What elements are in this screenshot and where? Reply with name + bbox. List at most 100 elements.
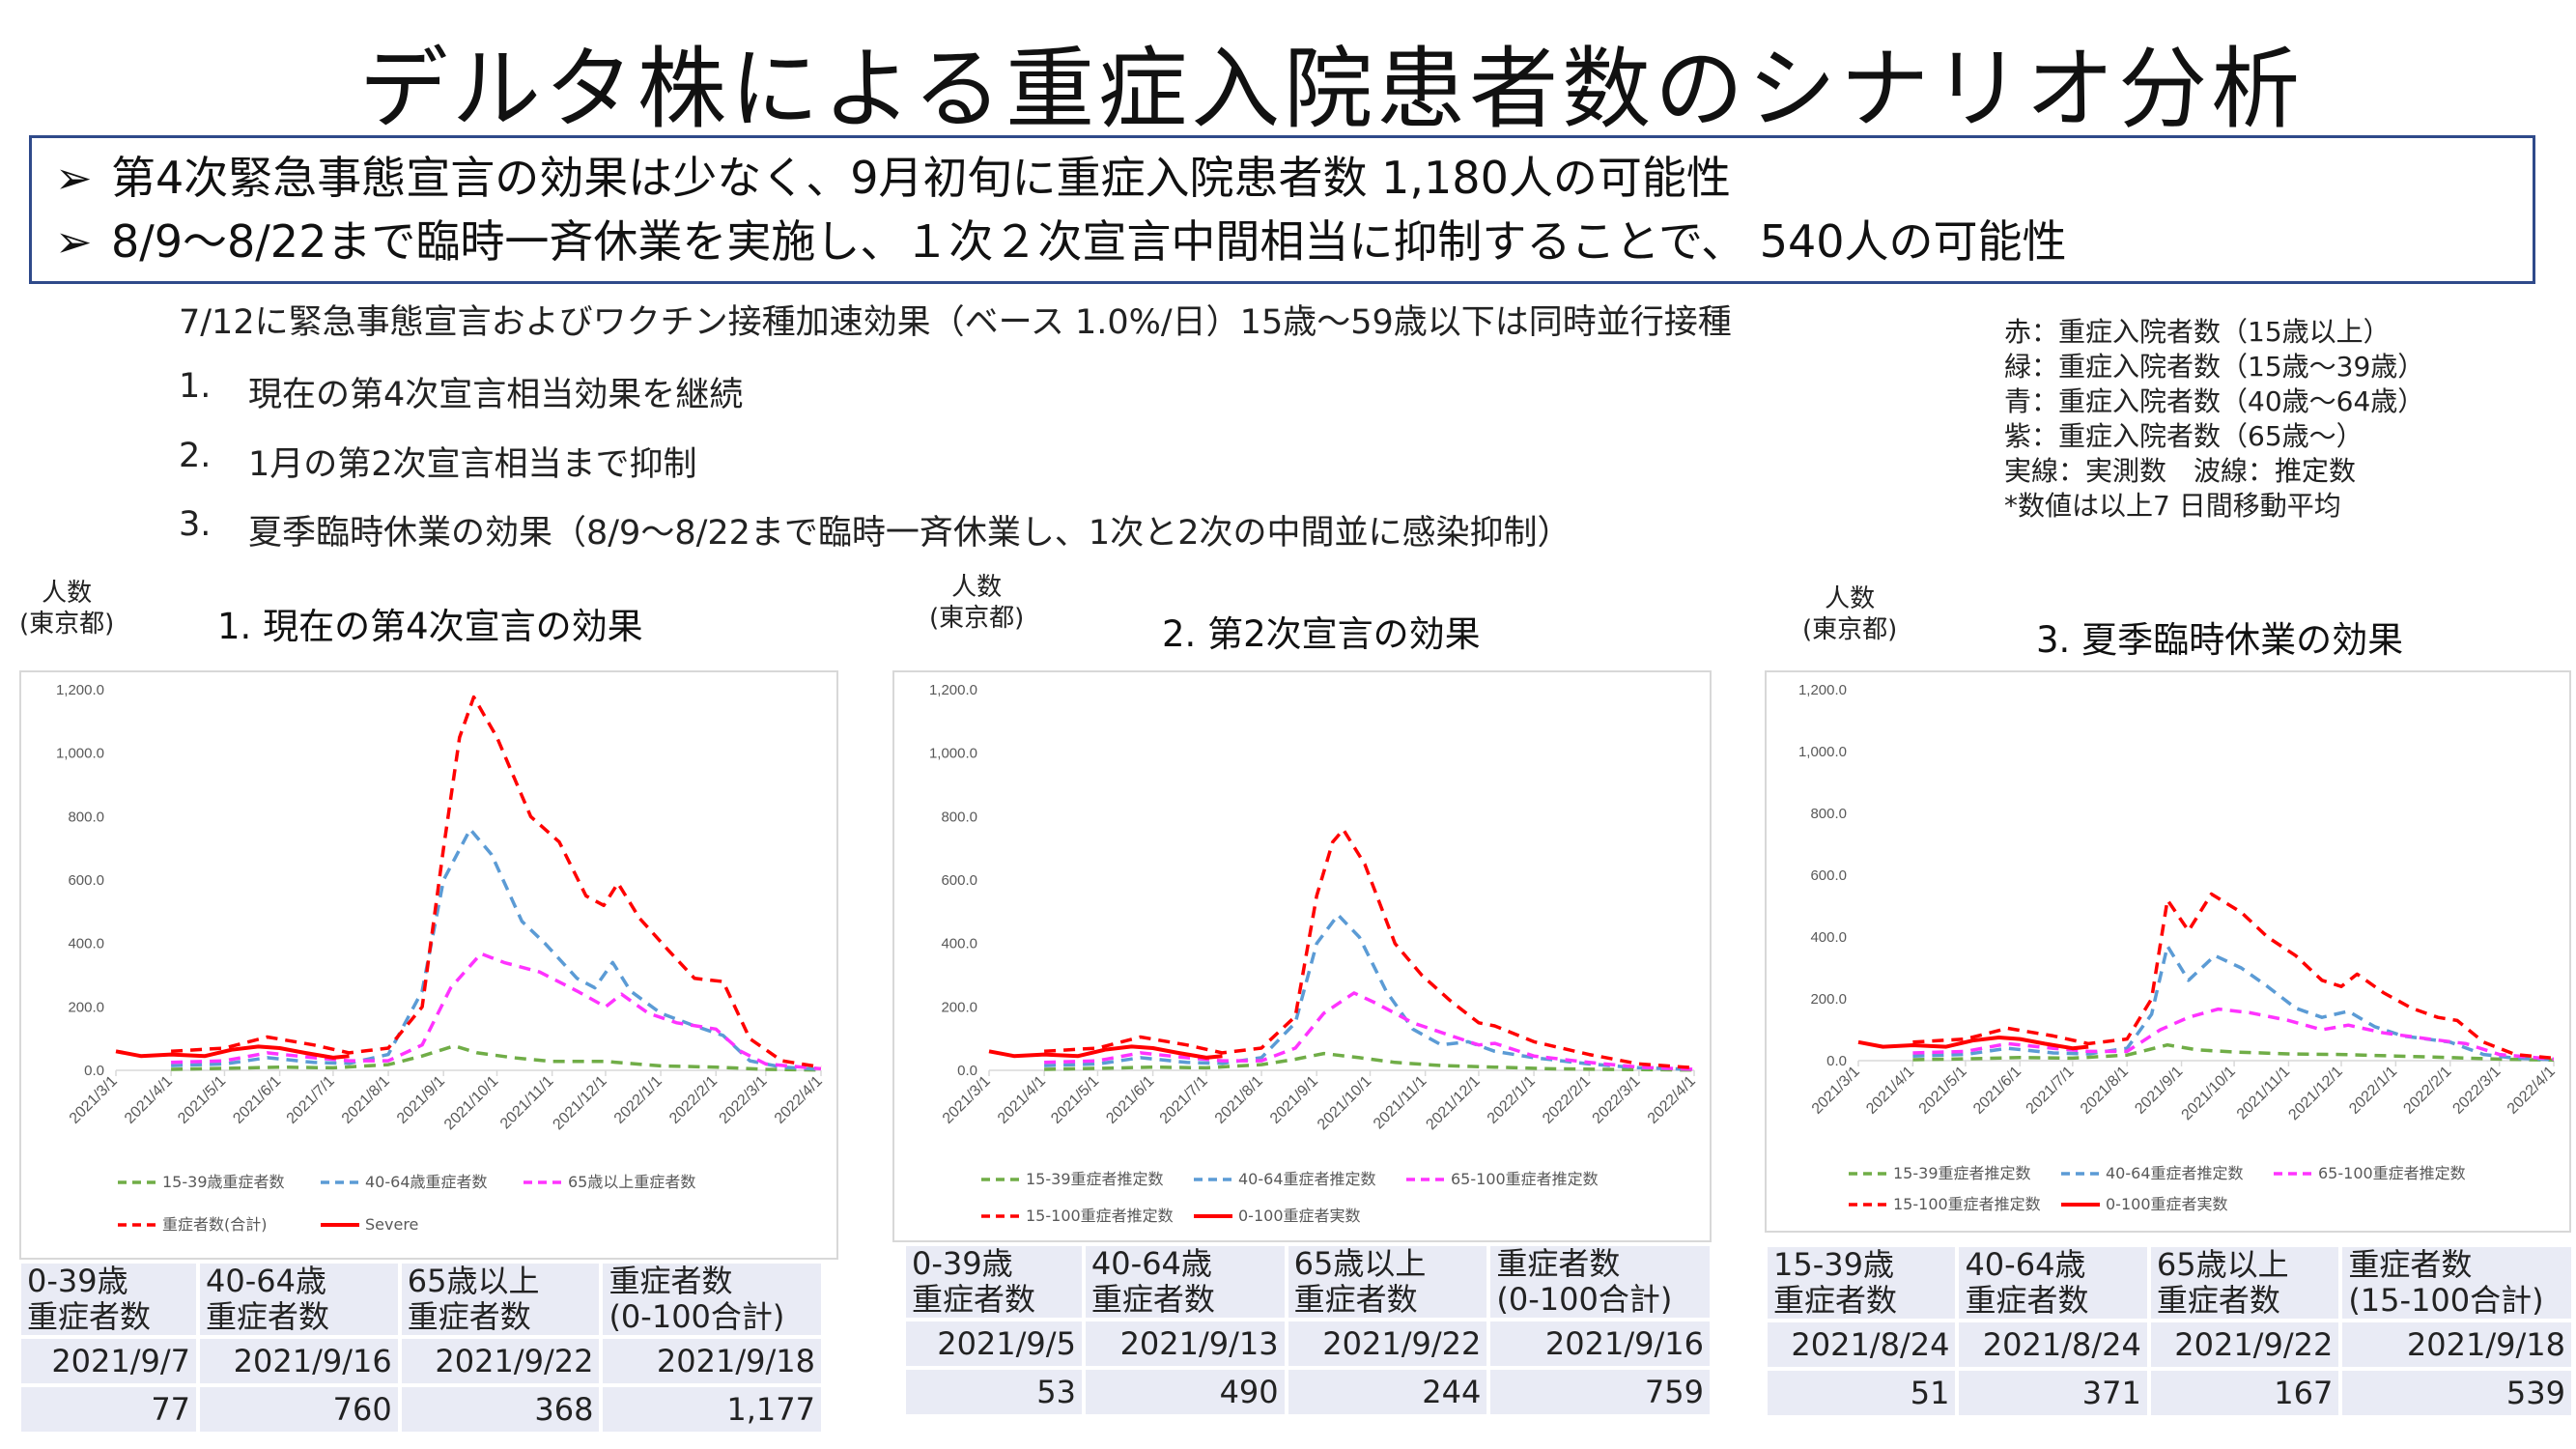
y-tick-label: 600.0 [1810,867,1847,884]
y-axis-label-line: (東京都) [19,610,115,639]
y-tick-label: 600.0 [941,872,977,889]
y-tick-label: 400.0 [68,936,104,952]
x-tick-label: 2021/3/1 [940,1073,994,1127]
series-line [1912,1042,2555,1063]
legend-note-line: 紫：重症入院者数（65歳～） [2004,420,2364,452]
table-header: 重症者数 (15-100合計) [2342,1247,2571,1319]
table-cell-date: 2021/9/16 [200,1339,398,1383]
legend-entry: 15-39歳重症者数 [162,1173,285,1191]
x-tick-label: 2022/3/1 [2449,1064,2504,1118]
x-tick-label: 2022/2/1 [666,1073,721,1127]
legend-entry: 0-100重症者実数 [2106,1195,2228,1213]
series-line [1857,1036,2089,1051]
x-tick-label: 2021/3/1 [67,1073,121,1127]
x-tick-label: 2021/12/1 [1423,1073,1483,1133]
legend-note-line: *数値は以上7 日間移動平均 [2004,490,2341,522]
line-chart: 0.0 200.0 400.0 600.0 800.0 1,000.0 1,200.0 202… [56,682,826,1234]
scenario-intro: 7/12に緊急事態宣言およびワクチン接種加速効果（ベース 1.0%/日）15歳～… [179,303,1732,342]
legend-note-line: 赤：重症入院者数（15歳以上） [2004,316,2391,348]
series-line [171,1043,822,1072]
table-cell-date: 2021/9/18 [603,1339,821,1383]
x-tick-label: 2021/8/1 [1212,1073,1266,1127]
y-tick-label: 800.0 [941,809,977,825]
table-cell-value: 759 [1490,1370,1710,1414]
summary-bullet-2: ➢ 8/9～8/22まで臨時一斉休業を実施し、１次２次宣言中間相当に抑制することで… [55,210,2533,273]
table-cell-date: 2021/8/24 [1959,1322,2147,1367]
summary-bullet-1: ➢ 第4次緊急事態宣言の効果は少なく、9月初旬に重症入院患者数 1,180人の可能… [55,146,2533,210]
y-tick-label: 800.0 [68,809,104,825]
y-tick-label: 1,200.0 [1798,682,1847,698]
summary-bullet-text: 8/9～8/22まで臨時一斉休業を実施し、１次２次宣言中間相当に抑制することで、… [111,215,2067,268]
x-tick-label: 2022/4/1 [772,1073,826,1127]
x-tick-label: 2022/4/1 [2505,1064,2559,1118]
series-line [171,827,822,1071]
table-cell-date: 2021/8/24 [1768,1322,1956,1367]
line-chart: 0.0 200.0 400.0 600.0 800.0 1,000.0 1,200.0 202… [1798,682,2559,1213]
series-line [170,695,822,1069]
arrow-bullet-icon: ➢ [55,152,93,204]
series-line [1912,1007,2555,1062]
x-tick-label: 2021/3/1 [1809,1064,1863,1118]
y-axis-label-line: (東京都) [1802,615,1898,644]
table-header: 15-39歳 重症者数 [1768,1247,1956,1319]
summary-box: ➢ 第4次緊急事態宣言の効果は少なく、9月初旬に重症入院患者数 1,180人の可能… [29,135,2535,284]
table-header: 0-39歳 重症者数 [906,1246,1082,1318]
y-tick-label: 800.0 [1810,806,1847,822]
series-line [1043,828,1695,1070]
table-cell-value: 51 [1768,1371,1956,1415]
y-tick-label: 200.0 [68,999,104,1015]
summary-table: 0-39歳 重症者数 40-64歳 重症者数 65歳以上 重症者数 重症者数 (0-10… [902,1242,1713,1418]
table-cell-value: 77 [21,1387,197,1432]
scenario-1-num: 1. [179,367,212,406]
x-tick-label: 2021/6/1 [230,1073,284,1127]
y-axis-label-line: 人数 [951,573,1003,602]
scenario-2-text: 1月の第2次宣言相当まで抑制 [248,445,697,484]
y-axis-label: 人数 (東京都) [1802,583,1897,645]
table-cell-value: 167 [2150,1371,2339,1415]
summary-table: 0-39歳 重症者数 40-64歳 重症者数 65歳以上 重症者数 重症者数 (0-10… [17,1260,825,1435]
summary-table: 15-39歳 重症者数 40-64歳 重症者数 65歳以上 重症者数 重症者数 (15-… [1764,1243,2575,1419]
y-axis-label-line: (東京都) [929,604,1025,633]
table-cell-value: 490 [1085,1370,1285,1414]
table-cell-date: 2021/9/7 [21,1339,197,1383]
legend-entry: 65歳以上重症者数 [568,1173,695,1191]
legend-entry: 40-64重症者推定数 [1238,1170,1376,1188]
x-tick-label: 2022/4/1 [1645,1073,1699,1127]
legend-entry: 15-39重症者推定数 [1026,1170,1164,1188]
table-cell-date: 2021/9/22 [1288,1321,1487,1366]
y-tick-label: 1,200.0 [56,682,104,698]
y-axis-label: 人数 (東京都) [929,572,1024,634]
legend-entry: 15-100重症者推定数 [1893,1195,2041,1213]
x-tick-label: 2022/1/1 [1485,1073,1539,1127]
arrow-bullet-icon: ➢ [55,215,93,268]
x-tick-label: 2021/10/1 [441,1073,501,1133]
x-tick-label: 2022/2/1 [1540,1073,1594,1127]
y-tick-label: 200.0 [1810,991,1847,1008]
series-line [115,1044,350,1060]
legend-entry: 65-100重症者推定数 [1451,1170,1599,1188]
x-tick-label: 2022/2/1 [2400,1064,2454,1118]
table-cell-date: 2021/9/18 [2342,1322,2571,1367]
table-cell-date: 2021/9/22 [401,1339,600,1383]
table-header: 65歳以上 重症者数 [401,1264,600,1335]
y-tick-label: 600.0 [68,872,104,889]
table-cell-value: 1,177 [603,1387,821,1432]
x-tick-label: 2022/3/1 [1590,1073,1644,1127]
legend-entry: 40-64重症者推定数 [2106,1164,2244,1182]
table-cell-date: 2021/9/5 [906,1321,1082,1366]
table-cell-value: 244 [1288,1370,1487,1414]
y-axis-label-line: 人数 [1825,584,1876,613]
scenario-3-num: 3. [179,505,212,544]
y-tick-label: 400.0 [941,936,977,952]
x-tick-label: 2021/9/1 [394,1073,448,1127]
table-cell-date: 2021/9/13 [1085,1321,1285,1366]
scenario-2-num: 2. [179,437,212,475]
table-header: 0-39歳 重症者数 [21,1264,197,1335]
series-line [988,1044,1223,1060]
x-tick-label: 2021/7/1 [284,1073,338,1127]
y-tick-label: 1,000.0 [56,746,104,762]
legend-note-line: 青：重症入院者数（40歳～64歳） [2004,385,2425,417]
table-cell-value: 760 [200,1387,398,1432]
x-tick-label: 2021/6/1 [1970,1064,2024,1118]
x-tick-label: 2021/11/1 [1371,1073,1430,1133]
